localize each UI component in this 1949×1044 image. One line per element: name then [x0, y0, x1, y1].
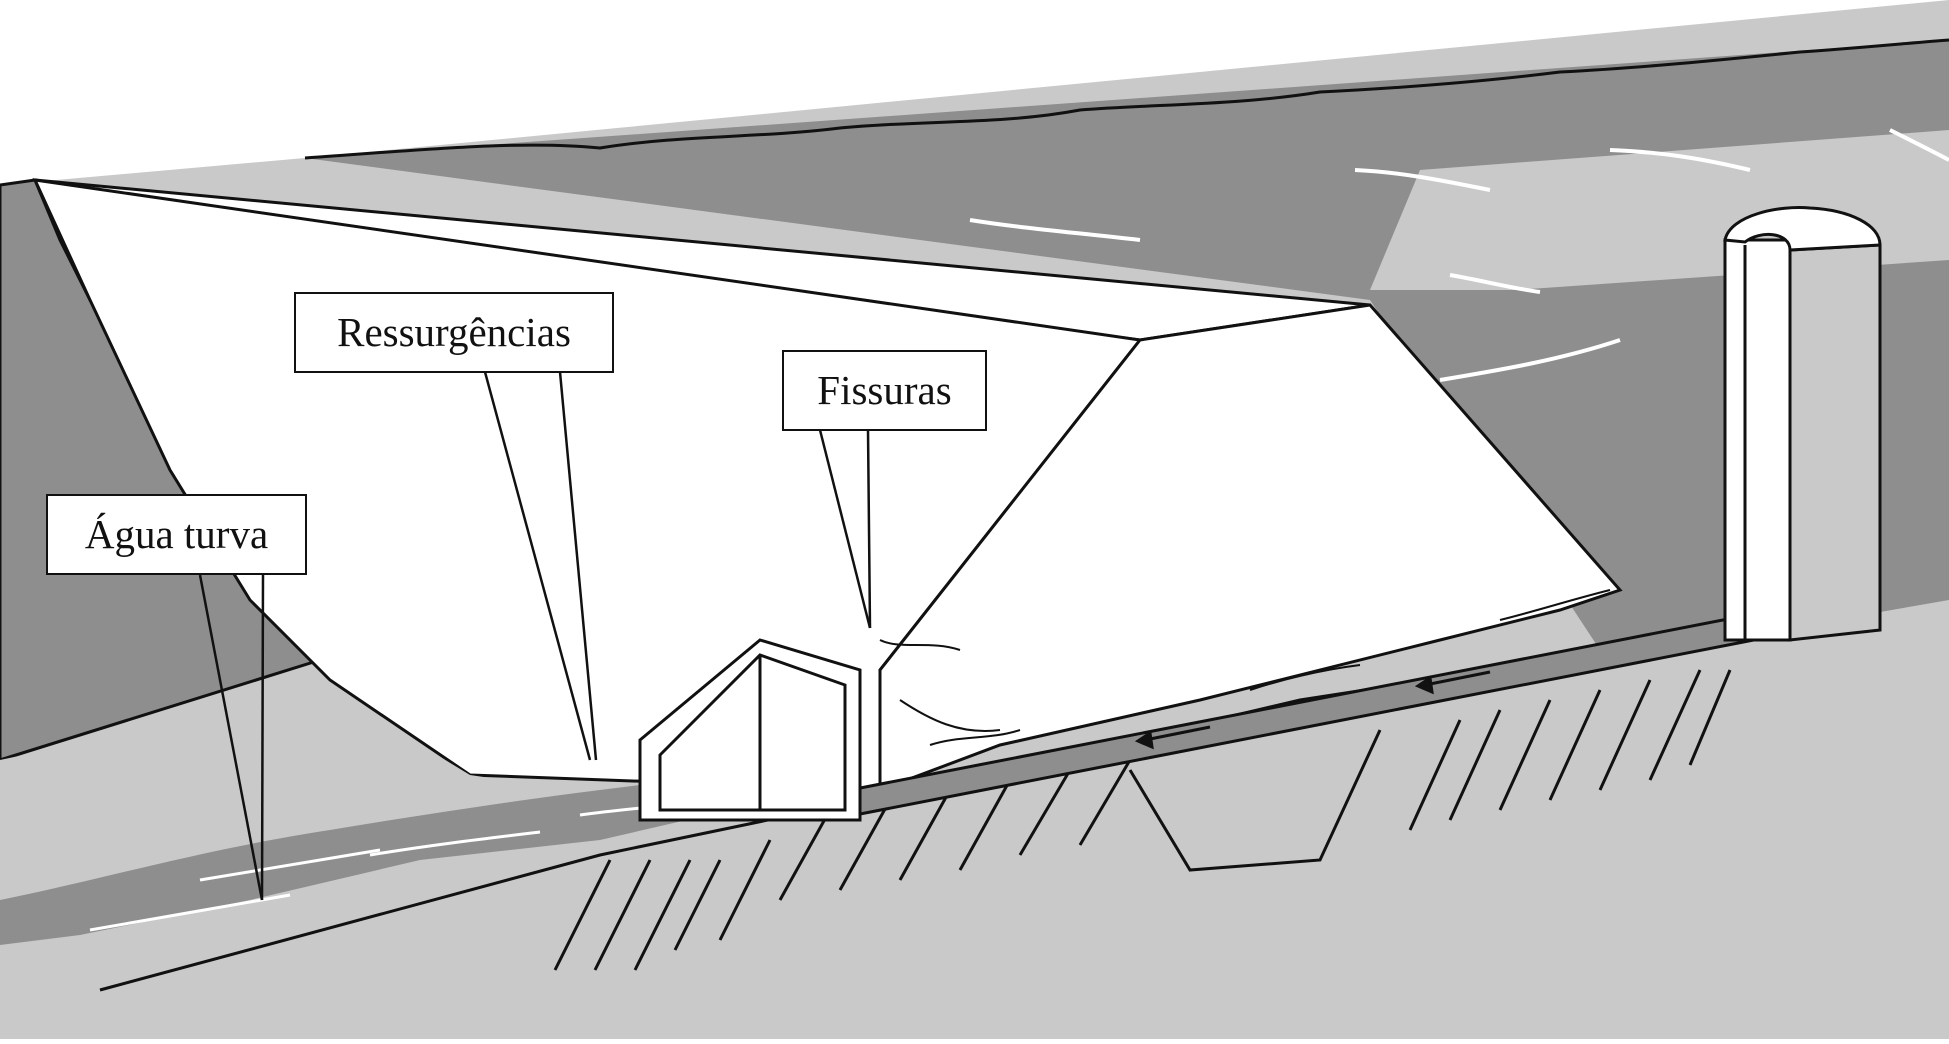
cutoff-trench [1128, 729, 1382, 872]
shoreline [304, 38, 1949, 160]
label-fissuras-text: Fissuras [817, 367, 952, 413]
label-agua-turva-text: Água turva [84, 511, 269, 557]
label-ressurgencias-text: Ressurgências [337, 309, 571, 355]
dam-upstream-slope [878, 303, 1623, 793]
toe-wall-inner [658, 653, 847, 812]
standpipe-rim [1723, 206, 1882, 252]
standpipe-tower [1723, 238, 1792, 642]
label-ressurgencias: Ressurgências [294, 292, 614, 373]
turbid-water-stream [0, 770, 760, 945]
label-fissuras: Fissuras [782, 350, 987, 431]
label-agua-turva: Água turva [46, 494, 307, 575]
fissure-marks [879, 589, 1611, 746]
reservoir-waves [969, 128, 1949, 382]
callout-pointers [198, 371, 872, 901]
flow-arrows [1134, 670, 1491, 750]
ground-foreground [0, 600, 1949, 1039]
foundation-hatching [553, 669, 1732, 971]
standpipe-back [1788, 243, 1882, 642]
